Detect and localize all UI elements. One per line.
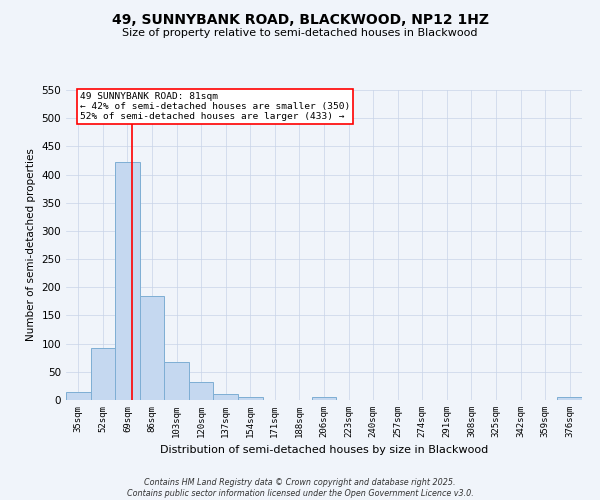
Bar (238, 396, 263, 400)
Bar (312, 397, 336, 400)
X-axis label: Distribution of semi-detached houses by size in Blackwood: Distribution of semi-detached houses by … (160, 446, 488, 456)
Bar (164, 362, 189, 400)
Text: Size of property relative to semi-detached houses in Blackwood: Size of property relative to semi-detach… (122, 28, 478, 38)
Bar (557, 397, 582, 400)
Bar (115, 162, 140, 400)
Text: 49 SUNNYBANK ROAD: 81sqm
← 42% of semi-detached houses are smaller (350)
52% of : 49 SUNNYBANK ROAD: 81sqm ← 42% of semi-d… (80, 92, 350, 122)
Bar (91, 348, 115, 400)
Y-axis label: Number of semi-detached properties: Number of semi-detached properties (26, 148, 36, 342)
Bar (140, 296, 164, 400)
Bar (189, 382, 214, 400)
Text: 49, SUNNYBANK ROAD, BLACKWOOD, NP12 1HZ: 49, SUNNYBANK ROAD, BLACKWOOD, NP12 1HZ (112, 12, 488, 26)
Bar (66, 392, 91, 400)
Text: Contains HM Land Registry data © Crown copyright and database right 2025.
Contai: Contains HM Land Registry data © Crown c… (127, 478, 473, 498)
Bar (214, 394, 238, 400)
